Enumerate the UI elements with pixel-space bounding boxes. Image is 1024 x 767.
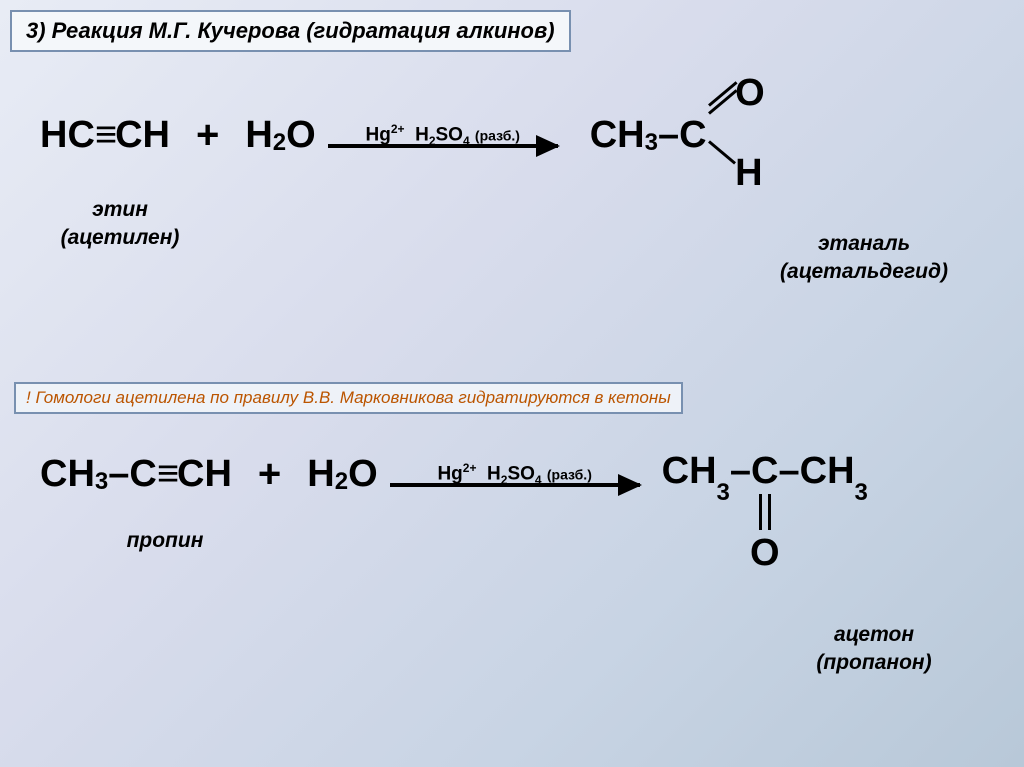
formula-water: H2O — [245, 114, 315, 157]
superscript: 2+ — [391, 122, 405, 136]
txt: CH — [177, 453, 232, 496]
section-title: 3) Реакция М.Г. Кучерова (гидратация алк… — [10, 10, 571, 52]
txt: Hg — [437, 464, 462, 485]
oxygen: O — [750, 532, 780, 575]
txt: CH — [662, 450, 717, 492]
superscript: 2+ — [463, 461, 477, 475]
txt: ацетон — [834, 623, 914, 646]
triple-bond: ≡ — [157, 453, 177, 496]
arrow-line — [328, 144, 558, 148]
carbon: C — [751, 450, 778, 492]
txt: H — [415, 124, 429, 145]
arrow-line — [390, 483, 640, 487]
txt: (ацетальдегид) — [744, 258, 984, 286]
txt: SO — [507, 464, 534, 485]
txt: (разб.) — [547, 467, 592, 483]
txt: – — [779, 450, 800, 492]
product-ethanal: CH3– C O H — [590, 110, 707, 160]
label-ethanal: этаналь (ацетальдегид) — [744, 230, 984, 287]
txt: – — [658, 114, 679, 157]
label-acetone: ацетон (пропанон) — [774, 621, 974, 678]
txt: этаналь — [818, 232, 910, 255]
cho-group: C O H — [679, 114, 706, 157]
subscript: 2 — [335, 468, 348, 496]
hydrogen: H — [735, 152, 762, 195]
txt: Hg — [366, 124, 391, 145]
txt: – — [108, 453, 129, 496]
oxygen: O — [735, 72, 765, 115]
txt: (разб.) — [475, 127, 520, 143]
labels-row: пропин ацетон (пропанон) — [40, 517, 984, 678]
txt: (пропанон) — [774, 649, 974, 677]
txt: этин — [92, 198, 148, 221]
labels-row: этин (ацетилен) этаналь (ацетальдегид) — [40, 186, 984, 287]
txt: CH — [590, 114, 645, 157]
reagent-water: H2O — [245, 114, 315, 157]
txt: C — [129, 453, 156, 496]
formula-propyne: CH3–C≡CH — [40, 453, 232, 496]
reaction-kucherov-propyne: CH3–C≡CH + H2O Hg2+ H2SO4 (разб.) CH3–C–… — [40, 450, 984, 677]
reaction-arrow: Hg2+ H2SO4 (разб.) — [328, 122, 558, 148]
reaction-arrow: Hg2+ H2SO4 (разб.) — [390, 461, 640, 487]
subscript: 3 — [717, 479, 730, 506]
note-markovnikov: ! Гомологи ацетилена по правилу В.В. Мар… — [14, 382, 683, 414]
subscript: 3 — [95, 468, 108, 496]
txt: O — [348, 453, 378, 496]
reagent-water: H2O — [307, 453, 377, 496]
formula-water: H2O — [307, 453, 377, 496]
label-propyne: пропин — [90, 527, 240, 555]
reaction-row: CH3–C≡CH + H2O Hg2+ H2SO4 (разб.) CH3–C–… — [40, 450, 984, 499]
txt: H — [245, 114, 272, 157]
txt: (ацетилен) — [30, 224, 210, 252]
product-acetone: CH3–C–CH3 O — [662, 450, 868, 499]
label-ethyne: этин (ацетилен) — [30, 196, 210, 253]
single-bond — [708, 140, 736, 164]
txt: H — [307, 453, 334, 496]
txt: – — [730, 450, 751, 492]
formula-ethanal: CH3– C O H — [590, 110, 707, 160]
txt: CH — [40, 453, 95, 496]
txt: HC — [40, 114, 95, 157]
carbon: C — [679, 114, 706, 157]
txt: CH — [800, 450, 855, 492]
reagent-propyne: CH3–C≡CH — [40, 453, 232, 496]
double-bond — [759, 494, 771, 530]
subscript: 3 — [855, 479, 868, 506]
plus-sign: + — [196, 113, 219, 158]
txt: O — [286, 114, 316, 157]
subscript: 3 — [645, 129, 658, 157]
txt: H — [487, 464, 501, 485]
reaction-row: HC≡CH + H2O Hg2+ H2SO4 (разб.) CH3– C — [40, 110, 984, 160]
reaction-kucherov-ethyne: HC≡CH + H2O Hg2+ H2SO4 (разб.) CH3– C — [40, 110, 984, 287]
txt: SO — [436, 124, 463, 145]
formula-acetone: CH3–C–CH3 O — [662, 450, 868, 499]
formula-ethyne: HC≡CH — [40, 114, 170, 157]
txt: пропин — [127, 529, 204, 552]
reagent-ethyne: HC≡CH — [40, 114, 170, 157]
plus-sign: + — [258, 452, 281, 497]
triple-bond: ≡ — [95, 114, 115, 157]
txt: CH — [115, 114, 170, 157]
subscript: 2 — [273, 129, 286, 157]
